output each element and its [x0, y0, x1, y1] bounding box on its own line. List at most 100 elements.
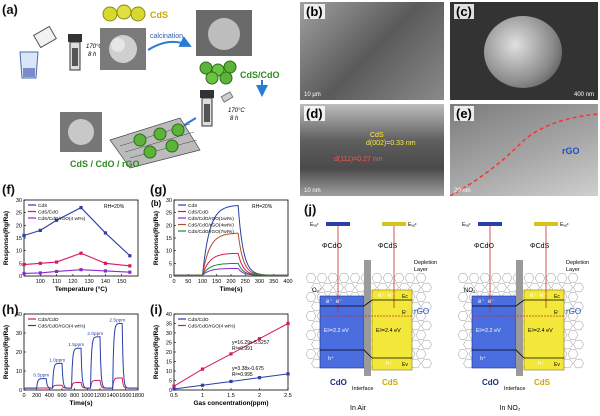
y-axis-label: Response(Rg/Ra): [3, 211, 10, 265]
rgo-hex: [573, 301, 584, 312]
data-point: [286, 321, 290, 326]
y-axis-label: Response(Rg/Ra): [153, 325, 160, 379]
panel-g-label: (g): [150, 182, 167, 197]
rgo-hex: [496, 282, 507, 293]
rgo-hex: [344, 282, 355, 293]
legend-entry: CdS/CdO/rGO(7wt%): [188, 229, 234, 235]
data-point: [128, 254, 132, 258]
rgo-hex: [468, 273, 480, 283]
prod-cds-cdo: CdS/CdO: [240, 70, 280, 80]
electron-icon: e⁻: [530, 293, 537, 299]
panel-h-label: (h): [2, 302, 19, 317]
evac-label: Eᵥₐᶜ: [462, 222, 471, 228]
rgo-hex: [573, 320, 584, 331]
rgo-hex: [415, 330, 427, 340]
data-point: [172, 384, 176, 388]
rgo-hex: [415, 273, 427, 283]
electron-icon: e⁻: [336, 299, 343, 305]
y-tick-label: 0: [19, 274, 22, 280]
series-line: [23, 206, 131, 257]
corner-label: (b): [151, 199, 162, 208]
panel-d-scale: 10 nm: [304, 188, 321, 194]
time2: 8 h: [230, 116, 239, 122]
ec-label: Ec: [554, 294, 560, 300]
ef-label: Eᶠ: [402, 310, 407, 316]
cds-label: CdS: [382, 378, 399, 387]
legend-entry: CdS/CdO: [38, 317, 59, 323]
depletion-label: Depletion: [566, 260, 589, 266]
x-axis-label: Temperature (°C): [55, 285, 107, 293]
hole-icon: h⁺: [328, 355, 334, 362]
eg-cds: Eᵍ=2.4 eV: [376, 328, 401, 334]
y-tick-label: 20: [166, 350, 172, 356]
panel-b-sem: (b) 10 μm: [300, 2, 444, 100]
y-tick-label: 0: [19, 388, 22, 394]
chart-i: 0.5 1 1.5 2 2.5 0 5 10 15 20 25 30 35 40 Gas concentra…: [153, 312, 292, 407]
rgo-hex: [382, 273, 394, 283]
evac-cdo: [326, 222, 350, 226]
panel-b-label: (b): [304, 4, 325, 19]
rgo-hex: [534, 273, 546, 283]
panel-c-scale: 400 nm: [573, 92, 594, 98]
panel-i-label: (i): [150, 302, 163, 317]
evac-label: Eᵥₐᶜ: [560, 222, 569, 228]
legend-entry: CdS/CdO/rGO(4 wt%): [188, 324, 236, 330]
phi-cdo: ΦCdO: [322, 243, 343, 250]
data-point: [38, 261, 42, 265]
phi-cds: ΦCdS: [378, 243, 398, 250]
temp2: 170°C: [228, 108, 245, 114]
ev-line: [472, 349, 564, 359]
data-point: [79, 268, 83, 272]
electron-icon: e⁻: [540, 293, 547, 299]
rgo-hex: [305, 292, 317, 302]
rgo-hex: [567, 292, 579, 302]
x-tick-label: 200: [32, 393, 41, 399]
panel-a-label: (a): [2, 2, 18, 17]
data-point: [54, 218, 59, 222]
chart-h: 0 200 400 600 800 1000 1200 1400 1600 1800 0 10 20 30…: [3, 312, 144, 407]
rgo-hex: [463, 339, 474, 350]
cds-label: CdS: [534, 378, 551, 387]
tilted-bottle: [33, 25, 57, 49]
y-axis-label: Response(Rg/Ra): [3, 325, 10, 379]
chart-f: 100 110 120 130 140 150 0 5 10 15 20 25 30 Temperatur…: [3, 198, 139, 293]
y-tick-label: 25: [166, 341, 172, 347]
rgo-hex: [421, 339, 432, 350]
prod-final: CdS / CdO / rGO: [70, 159, 140, 169]
ec-line: [320, 299, 412, 307]
x-tick-label: 100: [36, 279, 45, 285]
y-tick-label: 30: [16, 198, 22, 204]
rgo-hex: [562, 282, 573, 293]
fit-equation: y=3.38x-0.675: [232, 366, 264, 372]
panel-e-tem: (e) rGO 20 nm: [450, 104, 598, 196]
y-tick-label: 40: [16, 312, 22, 318]
y-tick-label: 25: [166, 211, 172, 217]
rgo-hex: [421, 282, 432, 293]
hole-icon: h⁺: [386, 360, 392, 367]
y-tick-label: 25: [16, 211, 22, 217]
x-tick-label: 50: [185, 279, 191, 285]
data-point: [257, 337, 262, 341]
x-tick-label: 100: [198, 279, 207, 285]
data-point: [286, 372, 290, 376]
hole-icon: h⁺: [480, 355, 486, 362]
pulse-label: 1.5ppm: [68, 342, 84, 348]
x-tick-label: 300: [255, 279, 264, 285]
y-tick-label: 0: [169, 274, 172, 280]
data-point: [22, 263, 26, 267]
electron-icon: e⁻: [378, 293, 385, 299]
hole-icon: h⁺: [538, 360, 544, 367]
evac-cds: [534, 222, 558, 226]
rgo-hex: [421, 301, 432, 312]
autoclave-1: [68, 34, 82, 71]
legend-entry: CdS: [38, 203, 47, 209]
panel-d-cdo-d: d(111)=0.27 nm: [334, 156, 383, 163]
data-point: [38, 228, 42, 232]
x-tick-label: 1400: [107, 393, 119, 399]
rgo-hex: [573, 358, 584, 369]
rh-annotation: RH=20%: [104, 204, 125, 210]
interface-label: Interface: [352, 386, 373, 392]
interface-bar: [364, 260, 371, 376]
temp1: 170°C: [86, 44, 103, 50]
